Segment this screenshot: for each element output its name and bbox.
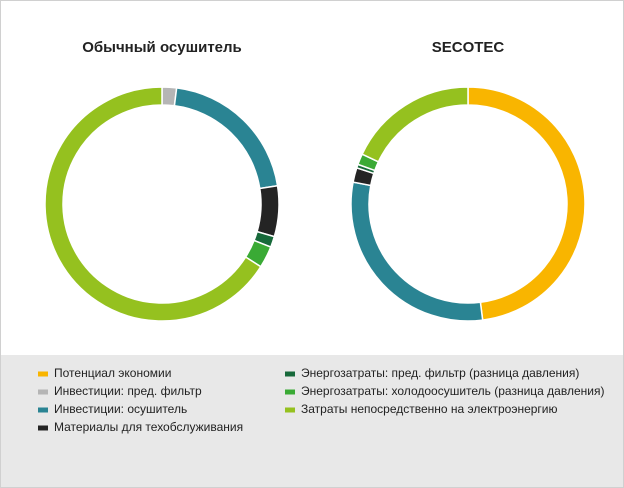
donut-segment [361,86,469,163]
legend-label: Энергозатраты: пред. фильтр (разница дав… [301,366,579,380]
donut-segment [256,184,280,238]
legend-label: Инвестиции: пред. фильтр [54,384,202,398]
legend-label: Инвестиции: осушитель [54,402,187,416]
legend-label: Энергозатраты: холодоосушитель (разница … [301,384,604,398]
legend-label: Материалы для техобслуживания [54,420,243,434]
legend-label: Затраты непосредственно на электроэнерги… [301,402,558,416]
legend-swatch [38,371,48,377]
legend-swatch [38,425,48,431]
chart-title: SECOTEC [432,39,505,56]
donut-segment [44,86,262,322]
legend-swatch [38,389,48,395]
legend-area [1,355,623,487]
legend-label: Потенциал экономии [54,366,171,380]
legend-swatch [38,407,48,413]
legend-swatch [285,407,295,413]
legend-swatch [285,389,295,395]
legend-swatch [285,371,295,377]
chart-title: Обычный осушитель [82,39,242,56]
